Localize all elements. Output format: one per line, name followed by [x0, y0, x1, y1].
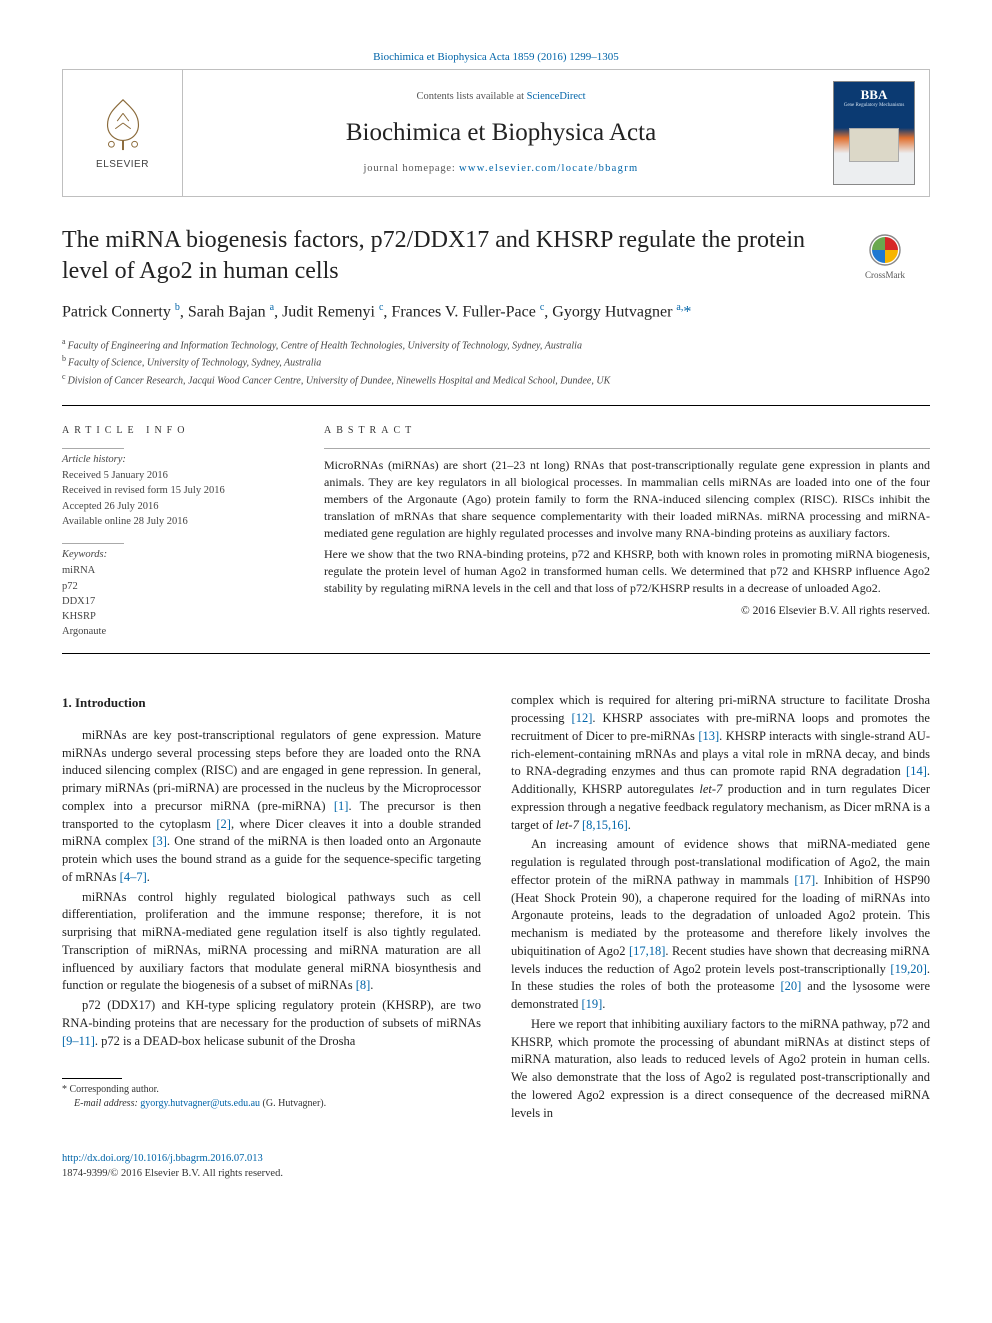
homepage-link[interactable]: www.elsevier.com/locate/bbagrm [459, 163, 638, 174]
corr-star: * [62, 1084, 67, 1095]
keywords-block: Keywords: miRNA p72 DDX17 KHSRP Argonaut… [62, 543, 294, 639]
keyword-4: KHSRP [62, 609, 294, 624]
history-head: Article history: [62, 452, 294, 467]
ref-19[interactable]: [19] [581, 997, 602, 1011]
homepage-line: journal homepage: www.elsevier.com/locat… [193, 162, 809, 177]
ref-9-11[interactable]: [9–11] [62, 1034, 95, 1048]
crossmark-label: CrossMark [865, 270, 905, 280]
doi-link[interactable]: http://dx.doi.org/10.1016/j.bbagrm.2016.… [62, 1153, 263, 1164]
article-info-label: ARTICLE INFO [62, 424, 294, 438]
journal-name: Biochimica et Biophysica Acta [193, 115, 809, 150]
corr-email-label: E-mail address: [74, 1098, 138, 1109]
abstract-p1: MicroRNAs (miRNAs) are short (21–23 nt l… [324, 457, 930, 542]
ref-1[interactable]: [1] [334, 799, 349, 813]
ref-13[interactable]: [13] [698, 729, 719, 743]
corresponding-author-block: * Corresponding author. E-mail address: … [62, 1072, 481, 1111]
contents-prefix: Contents lists available at [416, 91, 526, 102]
affiliation-a: Faculty of Engineering and Information T… [68, 340, 582, 351]
ref-2[interactable]: [2] [216, 817, 231, 831]
crossmark-icon [868, 233, 902, 267]
intro-p6: Here we report that inhibiting auxiliary… [511, 1016, 930, 1123]
article-title: The miRNA biogenesis factors, p72/DDX17 … [62, 225, 930, 286]
affiliation-b: Faculty of Science, University of Techno… [68, 358, 321, 369]
abstract-p2: Here we show that the two RNA-binding pr… [324, 546, 930, 597]
affiliation-c: Division of Cancer Research, Jacqui Wood… [68, 376, 611, 387]
cover-bba: BBA [861, 88, 888, 101]
page-footer: http://dx.doi.org/10.1016/j.bbagrm.2016.… [62, 1152, 930, 1181]
intro-p3: p72 (DDX17) and KH-type splicing regulat… [62, 997, 481, 1050]
ref-17-18[interactable]: [17,18] [629, 944, 665, 958]
issn-copyright: 1874-9399/© 2016 Elsevier B.V. All right… [62, 1167, 930, 1182]
keyword-5: Argonaute [62, 624, 294, 639]
ref-19-20[interactable]: [19,20] [890, 962, 926, 976]
homepage-prefix: journal homepage: [364, 163, 459, 174]
abstract-label: ABSTRACT [324, 424, 930, 438]
ref-14[interactable]: [14] [906, 764, 927, 778]
journal-cover-thumb: BBA Gene Regulatory Mechanisms [833, 81, 915, 185]
elsevier-tree-icon [94, 94, 152, 152]
history-line-2: Received in revised form 15 July 2016 [62, 483, 294, 498]
journal-reference: Biochimica et Biophysica Acta 1859 (2016… [62, 50, 930, 65]
sciencedirect-link[interactable]: ScienceDirect [527, 91, 586, 102]
ref-12[interactable]: [12] [572, 711, 593, 725]
history-line-3: Accepted 26 July 2016 [62, 499, 294, 514]
intro-p2: miRNAs control highly regulated biologic… [62, 889, 481, 996]
history-line-1: Received 5 January 2016 [62, 468, 294, 483]
abstract-text: MicroRNAs (miRNAs) are short (21–23 nt l… [324, 457, 930, 620]
journal-header-center: Contents lists available at ScienceDirec… [183, 70, 819, 196]
body-columns: 1. Introduction miRNAs are key post-tran… [62, 692, 930, 1122]
corr-email-link[interactable]: gyorgy.hutvagner@uts.edu.au [140, 1098, 260, 1109]
keyword-3: DDX17 [62, 594, 294, 609]
contents-line: Contents lists available at ScienceDirec… [193, 90, 809, 105]
journal-ref-link[interactable]: Biochimica et Biophysica Acta 1859 (2016… [373, 51, 619, 63]
intro-p4: complex which is required for altering p… [511, 692, 930, 834]
affiliations: aFaculty of Engineering and Information … [62, 336, 930, 389]
keyword-2: p72 [62, 579, 294, 594]
intro-p5: An increasing amount of evidence shows t… [511, 836, 930, 1014]
author-list: Patrick Connerty b, Sarah Bajan a, Judit… [62, 301, 930, 324]
abstract-copyright: © 2016 Elsevier B.V. All rights reserved… [324, 603, 930, 619]
ref-20[interactable]: [20] [781, 979, 802, 993]
ref-4-7[interactable]: [4–7] [120, 870, 147, 884]
corr-email-name: (G. Hutvagner). [263, 1098, 327, 1109]
ref-8[interactable]: [8] [356, 978, 371, 992]
corr-label: Corresponding author. [70, 1084, 159, 1095]
ref-8-15-16[interactable]: [8,15,16] [582, 818, 628, 832]
history-line-4: Available online 28 July 2016 [62, 514, 294, 529]
keyword-1: miRNA [62, 563, 294, 578]
rule-bottom [62, 653, 930, 654]
ref-3[interactable]: [3] [152, 834, 167, 848]
publisher-logo-cell: ELSEVIER [63, 70, 183, 196]
keywords-head: Keywords: [62, 547, 294, 562]
article-history: Article history: Received 5 January 2016… [62, 448, 294, 529]
intro-p1: miRNAs are key post-transcriptional regu… [62, 727, 481, 887]
crossmark-badge[interactable]: CrossMark [840, 233, 930, 282]
journal-header-box: ELSEVIER Contents lists available at Sci… [62, 69, 930, 197]
intro-heading: 1. Introduction [62, 694, 481, 712]
cover-cell: BBA Gene Regulatory Mechanisms [819, 70, 929, 196]
publisher-name: ELSEVIER [96, 158, 149, 172]
ref-17[interactable]: [17] [794, 873, 815, 887]
